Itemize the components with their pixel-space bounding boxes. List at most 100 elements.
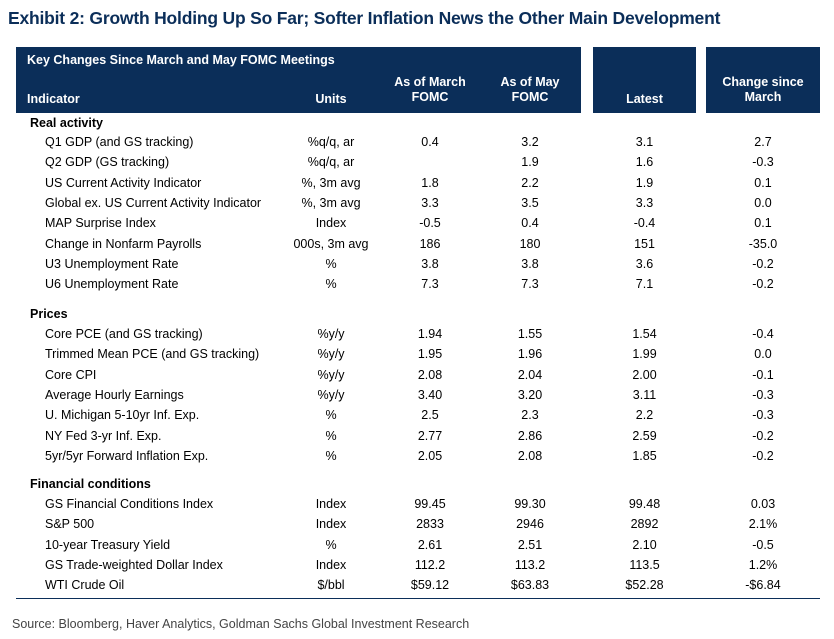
exhibit-title: Exhibit 2: Growth Holding Up So Far; Sof… <box>8 8 721 28</box>
cell-indicator: S&P 500 <box>45 517 95 532</box>
cell-change: -0.1 <box>752 367 774 382</box>
cell-indicator: 10-year Treasury Yield <box>45 537 171 552</box>
cell-change: 2.7 <box>754 135 772 149</box>
cell-may: 1.55 <box>517 327 543 341</box>
table-row: GS Financial Conditions Index Index 99.45 9… <box>0 497 834 517</box>
cell-indicator: U3 Unemployment Rate <box>45 256 179 271</box>
cell-units: Index <box>315 497 347 511</box>
cell-march: 186 <box>419 236 441 251</box>
column-header-change-line1: Change since <box>722 75 804 89</box>
cell-may: 2.3 <box>521 408 539 423</box>
cell-indicator: Q2 GDP (GS tracking) <box>45 155 170 170</box>
table-row: Q2 GDP (GS tracking) %q/q, ar 1.9 1.6 -0.3 <box>0 155 834 175</box>
cell-march: 2.61 <box>417 537 443 552</box>
cell-may: 2946 <box>516 517 544 532</box>
cell-latest: $52.28 <box>625 578 664 593</box>
cell-change: -0.3 <box>752 387 774 402</box>
column-header-indicator: Indicator <box>27 92 80 106</box>
cell-units: %y/y <box>317 387 345 402</box>
cell-indicator: U6 Unemployment Rate <box>45 277 179 292</box>
cell-march: 2833 <box>416 517 444 532</box>
section-label: Financial conditions <box>30 477 151 491</box>
cell-change: 0.03 <box>750 497 776 511</box>
cell-change: -0.4 <box>752 327 774 341</box>
cell-indicator: NY Fed 3-yr Inf. Exp. <box>45 428 162 443</box>
cell-latest: 2.10 <box>632 537 657 552</box>
cell-may: 7.3 <box>521 277 539 292</box>
cell-may: 99.30 <box>514 497 546 511</box>
cell-change: 1.2% <box>748 557 778 572</box>
table-row: Trimmed Mean PCE (and GS tracking) %y/y 1.… <box>0 347 834 367</box>
cell-may: 3.2 <box>521 135 539 149</box>
cell-units: %, 3m avg <box>301 195 361 210</box>
cell-change: 0.0 <box>754 195 772 210</box>
cell-indicator: Q1 GDP (and GS tracking) <box>45 135 194 149</box>
cell-march: 2.5 <box>421 408 439 423</box>
table-row: U6 Unemployment Rate% 7.3 7.3 7.1 -0.2 <box>0 277 834 297</box>
table-row: WTI Crude Oil $/bbl $59.12 $63.83 $52.28 -$6.… <box>0 578 834 598</box>
cell-units: Index <box>315 557 347 572</box>
cell-latest: 2.59 <box>632 428 657 443</box>
cell-change: -35.0 <box>748 236 778 251</box>
table-row: 10-year Treasury Yield% 2.61 2.51 2.10 -0.5 <box>0 538 834 558</box>
column-header-march-line2: FOMC <box>411 90 449 104</box>
cell-indicator: GS Financial Conditions Index <box>45 497 214 511</box>
cell-march: 1.8 <box>421 175 439 190</box>
cell-units: %q/q, ar <box>307 135 355 149</box>
table-row: U3 Unemployment Rate% 3.8 3.8 3.6 -0.2 <box>0 257 834 277</box>
cell-change: -0.2 <box>752 277 774 292</box>
cell-may: 0.4 <box>521 216 539 231</box>
column-header-latest: Latest <box>626 92 663 106</box>
cell-march: 1.94 <box>417 327 443 341</box>
cell-latest: 3.6 <box>635 256 654 271</box>
cell-indicator: U. Michigan 5-10yr Inf. Exp. <box>45 408 200 423</box>
cell-latest: 151 <box>634 236 655 251</box>
cell-march: 7.3 <box>421 277 439 292</box>
cell-latest: 1.85 <box>632 448 657 463</box>
column-header-march-line1: As of March <box>394 75 466 89</box>
cell-units: % <box>325 448 337 463</box>
cell-latest: 99.48 <box>628 497 661 511</box>
table-title: Key Changes Since March and May FOMC Mee… <box>27 53 335 67</box>
cell-indicator: WTI Crude Oil <box>45 578 125 593</box>
cell-units: % <box>325 537 337 552</box>
cell-march: 3.3 <box>421 195 439 210</box>
table-row: MAP Surprise Index Index -0.5 0.4 -0.4 0.1 <box>0 216 834 236</box>
cell-units: %y/y <box>317 367 345 382</box>
cell-latest: 3.1 <box>635 135 654 149</box>
cell-march: 112.2 <box>414 557 446 572</box>
column-header-change-line2: March <box>744 90 782 104</box>
table-row: Average Hourly Earnings %y/y 3.40 3.20 3.11 -… <box>0 388 834 408</box>
cell-march: 1.95 <box>417 347 443 362</box>
cell-latest: 113.5 <box>629 557 660 572</box>
cell-march: 2.77 <box>417 428 443 443</box>
cell-may: $63.83 <box>510 578 550 593</box>
cell-change: -0.3 <box>752 408 774 423</box>
cell-units: % <box>325 277 337 292</box>
cell-change: 2.1% <box>748 517 778 532</box>
table-row: Core CPI %y/y 2.08 2.04 2.00 -0.1 <box>0 368 834 388</box>
cell-indicator: Core PCE (and GS tracking) <box>45 327 203 341</box>
column-header-change: Change since March <box>706 75 820 105</box>
table-bottom-rule <box>16 598 820 599</box>
source-note: Source: Bloomberg, Haver Analytics, Gold… <box>12 617 470 631</box>
cell-change: -0.5 <box>752 537 774 552</box>
table-row: U. Michigan 5-10yr Inf. Exp.% 2.5 2.3 2.2 -0… <box>0 408 834 428</box>
cell-may: 1.96 <box>517 347 543 362</box>
cell-latest: 1.54 <box>632 327 657 341</box>
cell-units: % <box>325 256 337 271</box>
change-header-band <box>706 47 820 113</box>
cell-units: %, 3m avg <box>301 175 361 190</box>
cell-latest: 1.6 <box>635 155 654 170</box>
column-header-may-line2: FOMC <box>511 90 549 104</box>
table-row: GS Trade-weighted Dollar Index Index 112.2… <box>0 558 834 578</box>
cell-units: Index <box>315 517 347 532</box>
cell-may: 3.5 <box>521 195 539 210</box>
cell-units: % <box>325 408 337 423</box>
table-row: Q1 GDP (and GS tracking) %q/q, ar 0.4 3.2 3.… <box>0 135 834 155</box>
cell-indicator: 5yr/5yr Forward Inflation Exp. <box>45 448 209 463</box>
cell-may: 2.86 <box>517 428 543 443</box>
latest-header-band <box>593 47 696 113</box>
cell-change: -$6.84 <box>745 578 781 593</box>
cell-march: 0.4 <box>421 135 439 149</box>
